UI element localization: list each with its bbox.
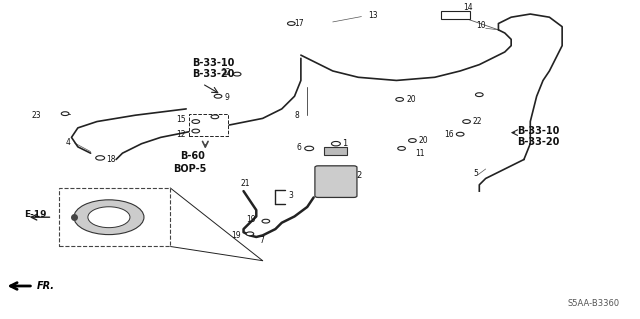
Text: BOP-5: BOP-5 <box>173 164 207 174</box>
Text: 5: 5 <box>473 169 478 178</box>
Bar <box>59 188 170 247</box>
Text: 19: 19 <box>246 215 256 224</box>
Circle shape <box>211 115 219 119</box>
Text: B-33-20: B-33-20 <box>518 137 560 147</box>
Text: 23: 23 <box>32 111 42 120</box>
FancyBboxPatch shape <box>315 166 357 197</box>
Text: 9: 9 <box>225 93 229 102</box>
Circle shape <box>234 72 241 76</box>
Circle shape <box>463 120 470 123</box>
Circle shape <box>214 94 222 98</box>
Circle shape <box>61 112 69 115</box>
Circle shape <box>476 93 483 97</box>
Text: 8: 8 <box>295 111 300 120</box>
Circle shape <box>74 200 144 234</box>
Text: 21: 21 <box>241 179 250 188</box>
Text: 14: 14 <box>463 3 473 12</box>
Text: B-33-20: B-33-20 <box>193 69 235 79</box>
Circle shape <box>397 146 405 150</box>
Text: 15: 15 <box>177 115 186 124</box>
Circle shape <box>456 132 464 136</box>
Text: B-33-10: B-33-10 <box>193 58 235 68</box>
Text: 20: 20 <box>419 136 428 145</box>
Circle shape <box>192 120 200 123</box>
Text: 2: 2 <box>356 171 362 180</box>
Bar <box>324 147 348 155</box>
Text: 13: 13 <box>368 11 378 20</box>
Bar <box>189 114 228 136</box>
Text: 19: 19 <box>231 231 241 240</box>
Circle shape <box>262 219 269 223</box>
Circle shape <box>287 22 295 26</box>
Text: FR.: FR. <box>36 281 54 291</box>
Text: 4: 4 <box>65 137 70 147</box>
Circle shape <box>396 98 403 101</box>
Text: 3: 3 <box>288 191 293 200</box>
Text: 16: 16 <box>444 130 454 139</box>
Text: 17: 17 <box>294 19 304 28</box>
Text: 18: 18 <box>106 155 116 164</box>
Text: 22: 22 <box>221 68 231 77</box>
Circle shape <box>408 139 416 142</box>
Circle shape <box>192 129 200 133</box>
Text: 12: 12 <box>177 130 186 139</box>
Circle shape <box>96 156 104 160</box>
Text: S5AA-B3360: S5AA-B3360 <box>568 299 620 308</box>
Circle shape <box>305 146 314 151</box>
Text: 1: 1 <box>342 139 348 148</box>
Circle shape <box>246 232 253 236</box>
Text: B-33-10: B-33-10 <box>518 126 560 136</box>
Text: B-60: B-60 <box>180 151 205 161</box>
Bar <box>441 11 470 19</box>
Text: 10: 10 <box>476 21 486 30</box>
Text: 22: 22 <box>473 117 483 126</box>
Text: 6: 6 <box>296 143 301 152</box>
Circle shape <box>88 207 130 228</box>
Circle shape <box>332 141 340 146</box>
Text: E-19: E-19 <box>24 210 46 219</box>
Text: 7: 7 <box>259 236 264 245</box>
Text: 20: 20 <box>406 95 415 104</box>
Text: 11: 11 <box>415 149 425 158</box>
